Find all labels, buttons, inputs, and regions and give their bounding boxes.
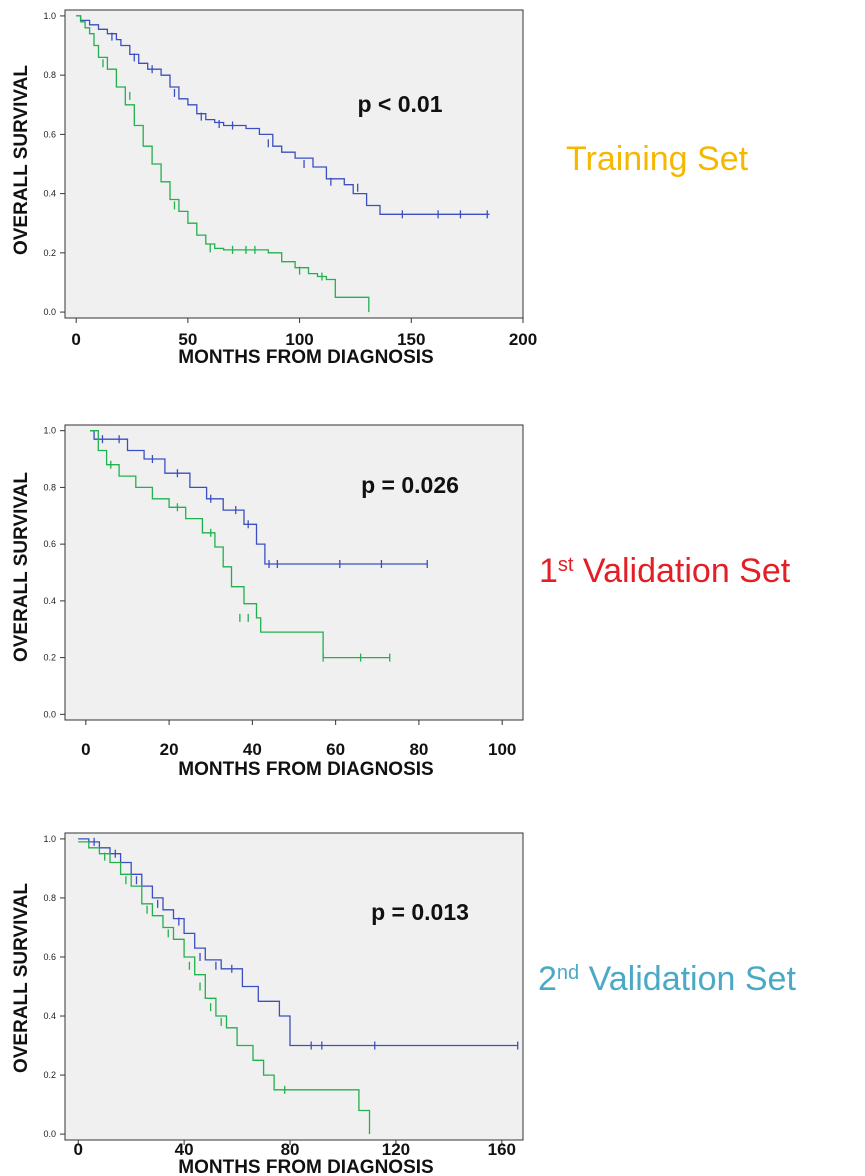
x-tick-label: 20 xyxy=(160,740,179,759)
y-tick-label: 0.8 xyxy=(43,482,56,492)
y-tick-label: 0.8 xyxy=(43,70,56,80)
x-tick-label: 160 xyxy=(488,1140,516,1159)
y-tick-label: 0.4 xyxy=(43,596,56,606)
survival-curve-blue xyxy=(78,838,518,1047)
km-chart-training: 0.0 0.2 0.4 0.6 0.8 1.0 0 50 100 150 200 MONTHS FRO… xyxy=(11,9,537,368)
y-tick-label: 1.0 xyxy=(43,426,56,436)
x-axis-title: MONTHS FROM DIAGNOSIS xyxy=(178,759,433,780)
set-label-main: Training Set xyxy=(566,140,749,178)
x-tick-label: 40 xyxy=(243,740,262,759)
x-tick-label: 40 xyxy=(175,1140,194,1159)
survival-curve-green xyxy=(76,15,370,313)
set-label-main: 2 xyxy=(538,960,557,998)
set-label-sup: st xyxy=(557,554,574,576)
survival-curve-blue xyxy=(90,430,428,565)
x-axis-title: MONTHS FROM DIAGNOSIS xyxy=(178,347,433,368)
km-chart-validation-1: 0.0 0.2 0.4 0.6 0.8 1.0 0 20 40 60 80 100 MONTHS FRO… xyxy=(11,424,524,780)
y-tick-label: 0.2 xyxy=(43,653,56,663)
km-plot-validation-1: 0.0 0.2 0.4 0.6 0.8 1.0 0 20 40 60 80 100 MONTHS FRO… xyxy=(0,418,560,798)
x-tick-label: 60 xyxy=(326,740,345,759)
km-plot-training: 0.0 0.2 0.4 0.6 0.8 1.0 0 50 100 150 200 MONTHS FRO… xyxy=(0,0,560,380)
y-tick-label: 0.6 xyxy=(43,129,56,139)
set-label-sup: nd xyxy=(556,962,580,984)
p-value-annotation: p < 0.01 xyxy=(357,91,442,117)
y-tick-label: 0.0 xyxy=(43,307,56,317)
x-tick-label: 80 xyxy=(409,740,428,759)
x-tick-label: 120 xyxy=(382,1140,410,1159)
set-label-training: Training Set xyxy=(566,140,748,179)
km-chart-validation-2: 0.0 0.2 0.4 0.6 0.8 1.0 0 40 80 120 160 MONTHS FROM… xyxy=(11,832,524,1176)
km-plot-validation-2: 0.0 0.2 0.4 0.6 0.8 1.0 0 40 80 120 160 MONTHS FROM… xyxy=(0,826,560,1176)
x-tick-label: 0 xyxy=(71,330,80,349)
plot-area xyxy=(64,832,524,1141)
y-tick-label: 0.4 xyxy=(43,189,56,199)
y-tick-label: 0.8 xyxy=(43,893,56,903)
y-tick-label: 0.2 xyxy=(43,248,56,258)
p-value-annotation: p = 0.013 xyxy=(371,899,469,925)
set-label-rest: Validation Set xyxy=(573,552,791,590)
x-tick-label: 50 xyxy=(178,330,197,349)
plot-area xyxy=(64,424,524,721)
x-tick-label: 100 xyxy=(285,330,313,349)
y-tick-label: 0.0 xyxy=(43,1129,56,1139)
y-axis-title: OVERALL SURVIVAL xyxy=(11,65,32,255)
survival-curve-green xyxy=(90,430,390,659)
x-tick-label: 0 xyxy=(81,740,90,759)
set-label-validation-1: 1st Validation Set xyxy=(539,552,790,591)
x-tick-label: 0 xyxy=(74,1140,83,1159)
y-tick-label: 0.6 xyxy=(43,539,56,549)
x-axis-title: MONTHS FROM DIAGNOSIS xyxy=(178,1157,433,1176)
y-axis-title: OVERALL SURVIVAL xyxy=(11,472,32,662)
y-tick-label: 0.2 xyxy=(43,1070,56,1080)
y-tick-label: 1.0 xyxy=(43,834,56,844)
p-value-annotation: p = 0.026 xyxy=(361,472,459,498)
x-tick-label: 200 xyxy=(509,330,537,349)
set-label-validation-2: 2nd Validation Set xyxy=(538,960,796,999)
y-tick-label: 1.0 xyxy=(43,11,56,21)
set-label-main: 1 xyxy=(539,552,558,590)
set-label-rest: Validation Set xyxy=(579,960,796,998)
survival-curve-green xyxy=(78,841,371,1135)
x-tick-label: 80 xyxy=(281,1140,300,1159)
x-tick-label: 100 xyxy=(488,740,516,759)
y-tick-label: 0.6 xyxy=(43,952,56,962)
x-tick-label: 150 xyxy=(397,330,425,349)
y-tick-label: 0.0 xyxy=(43,709,56,719)
y-tick-label: 0.4 xyxy=(43,1011,56,1021)
plot-area xyxy=(64,9,524,319)
y-axis-title: OVERALL SURVIVAL xyxy=(11,883,32,1073)
